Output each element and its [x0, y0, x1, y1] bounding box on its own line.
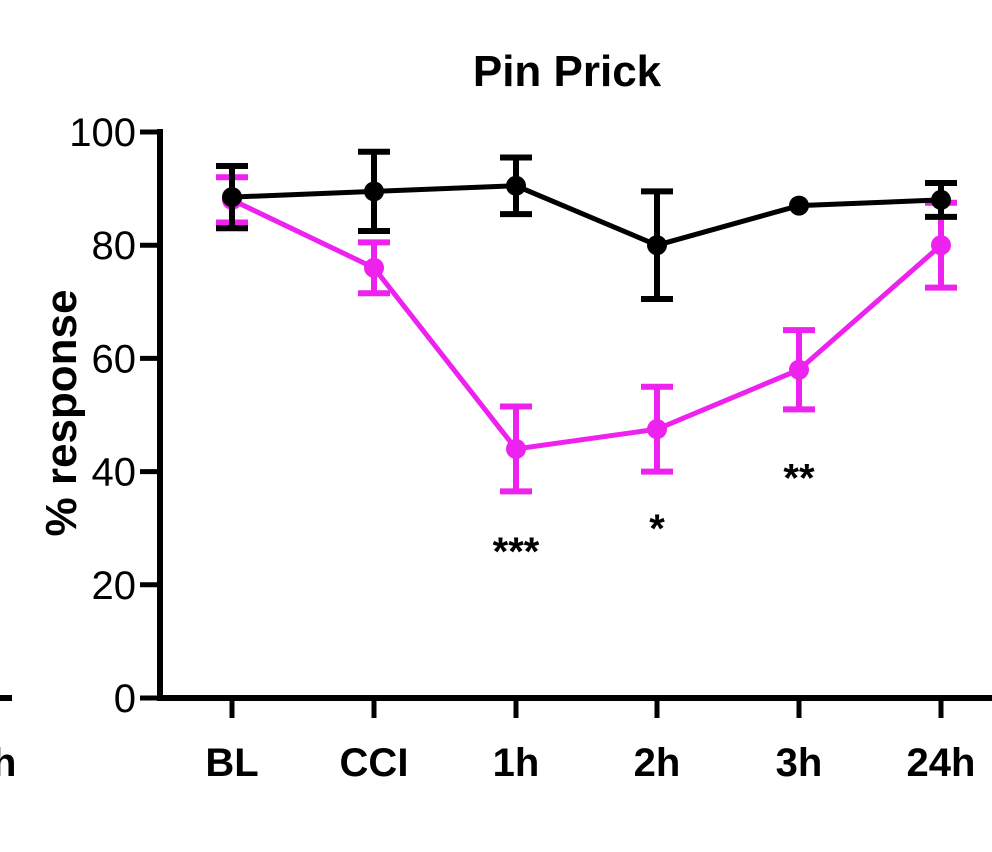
y-tick-label: 0: [114, 677, 136, 721]
data-point: [364, 181, 384, 202]
partial-left-panel: h: [0, 695, 16, 785]
y-tick-label: 20: [92, 564, 137, 608]
chart-title: Pin Prick: [473, 47, 662, 96]
x-tick-label: 3h: [776, 741, 823, 785]
series-magenta: [216, 174, 957, 495]
x-tick-label: CCI: [340, 741, 409, 785]
y-axis-label: % response: [37, 290, 86, 537]
data-point: [506, 175, 526, 196]
x-tick-label: 2h: [634, 741, 681, 785]
series-black: [216, 148, 957, 302]
y-tick-label: 80: [92, 224, 137, 268]
x-ticks: BL CCI 1h 2h 3h 24h: [205, 698, 975, 785]
data-point: [789, 195, 809, 216]
data-point: [647, 235, 667, 256]
x-tick-label: BL: [205, 741, 258, 785]
axes: [157, 129, 992, 701]
series-layer: [216, 148, 957, 495]
data-point: [789, 359, 809, 380]
series-line: [230, 197, 943, 452]
annotations: ******: [493, 456, 815, 574]
data-point: [506, 438, 526, 459]
y-tick-label: 60: [92, 337, 137, 381]
data-point: [222, 187, 242, 208]
data-point: [647, 419, 667, 440]
x-tick-label: 1h: [493, 741, 540, 785]
significance-annotation: ***: [493, 530, 540, 574]
partial-tick-label: h: [0, 741, 16, 785]
series-line: [231, 183, 942, 248]
data-point: [931, 189, 951, 210]
y-ticks: 0 20 40 60 80 100: [69, 111, 160, 721]
data-point: [364, 257, 384, 278]
data-point: [931, 235, 951, 256]
significance-annotation: *: [649, 507, 665, 551]
significance-annotation: **: [783, 456, 815, 500]
x-tick-label: 24h: [907, 741, 976, 785]
y-tick-label: 100: [69, 111, 136, 155]
y-tick-label: 40: [92, 451, 137, 495]
